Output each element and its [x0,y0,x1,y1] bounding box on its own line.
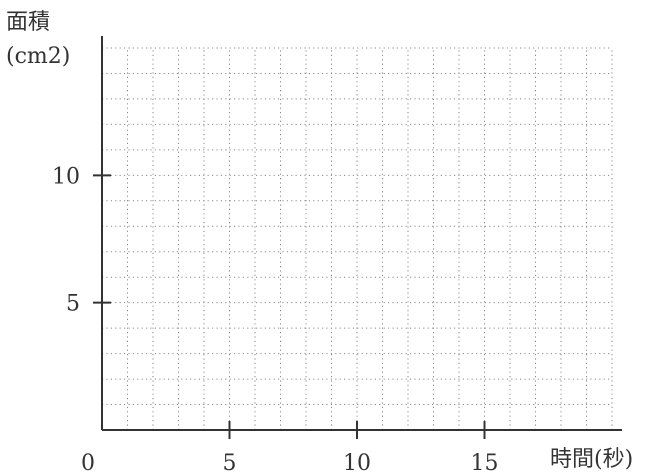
ticks: 5 10 15 5 10 [52,164,499,474]
axes [101,36,622,431]
y-tick-label: 5 [66,292,80,317]
x-axis-label: 時間(秒) [550,447,633,472]
y-axis-unit: (cm2) [6,44,71,69]
origin-label: 0 [81,451,95,474]
x-tick-label: 15 [471,451,499,474]
x-tick-label: 10 [343,451,371,474]
y-axis-label: 面積 [6,10,51,35]
y-tick-label: 10 [52,164,80,189]
x-tick-label: 5 [223,451,237,474]
grid [102,47,613,430]
